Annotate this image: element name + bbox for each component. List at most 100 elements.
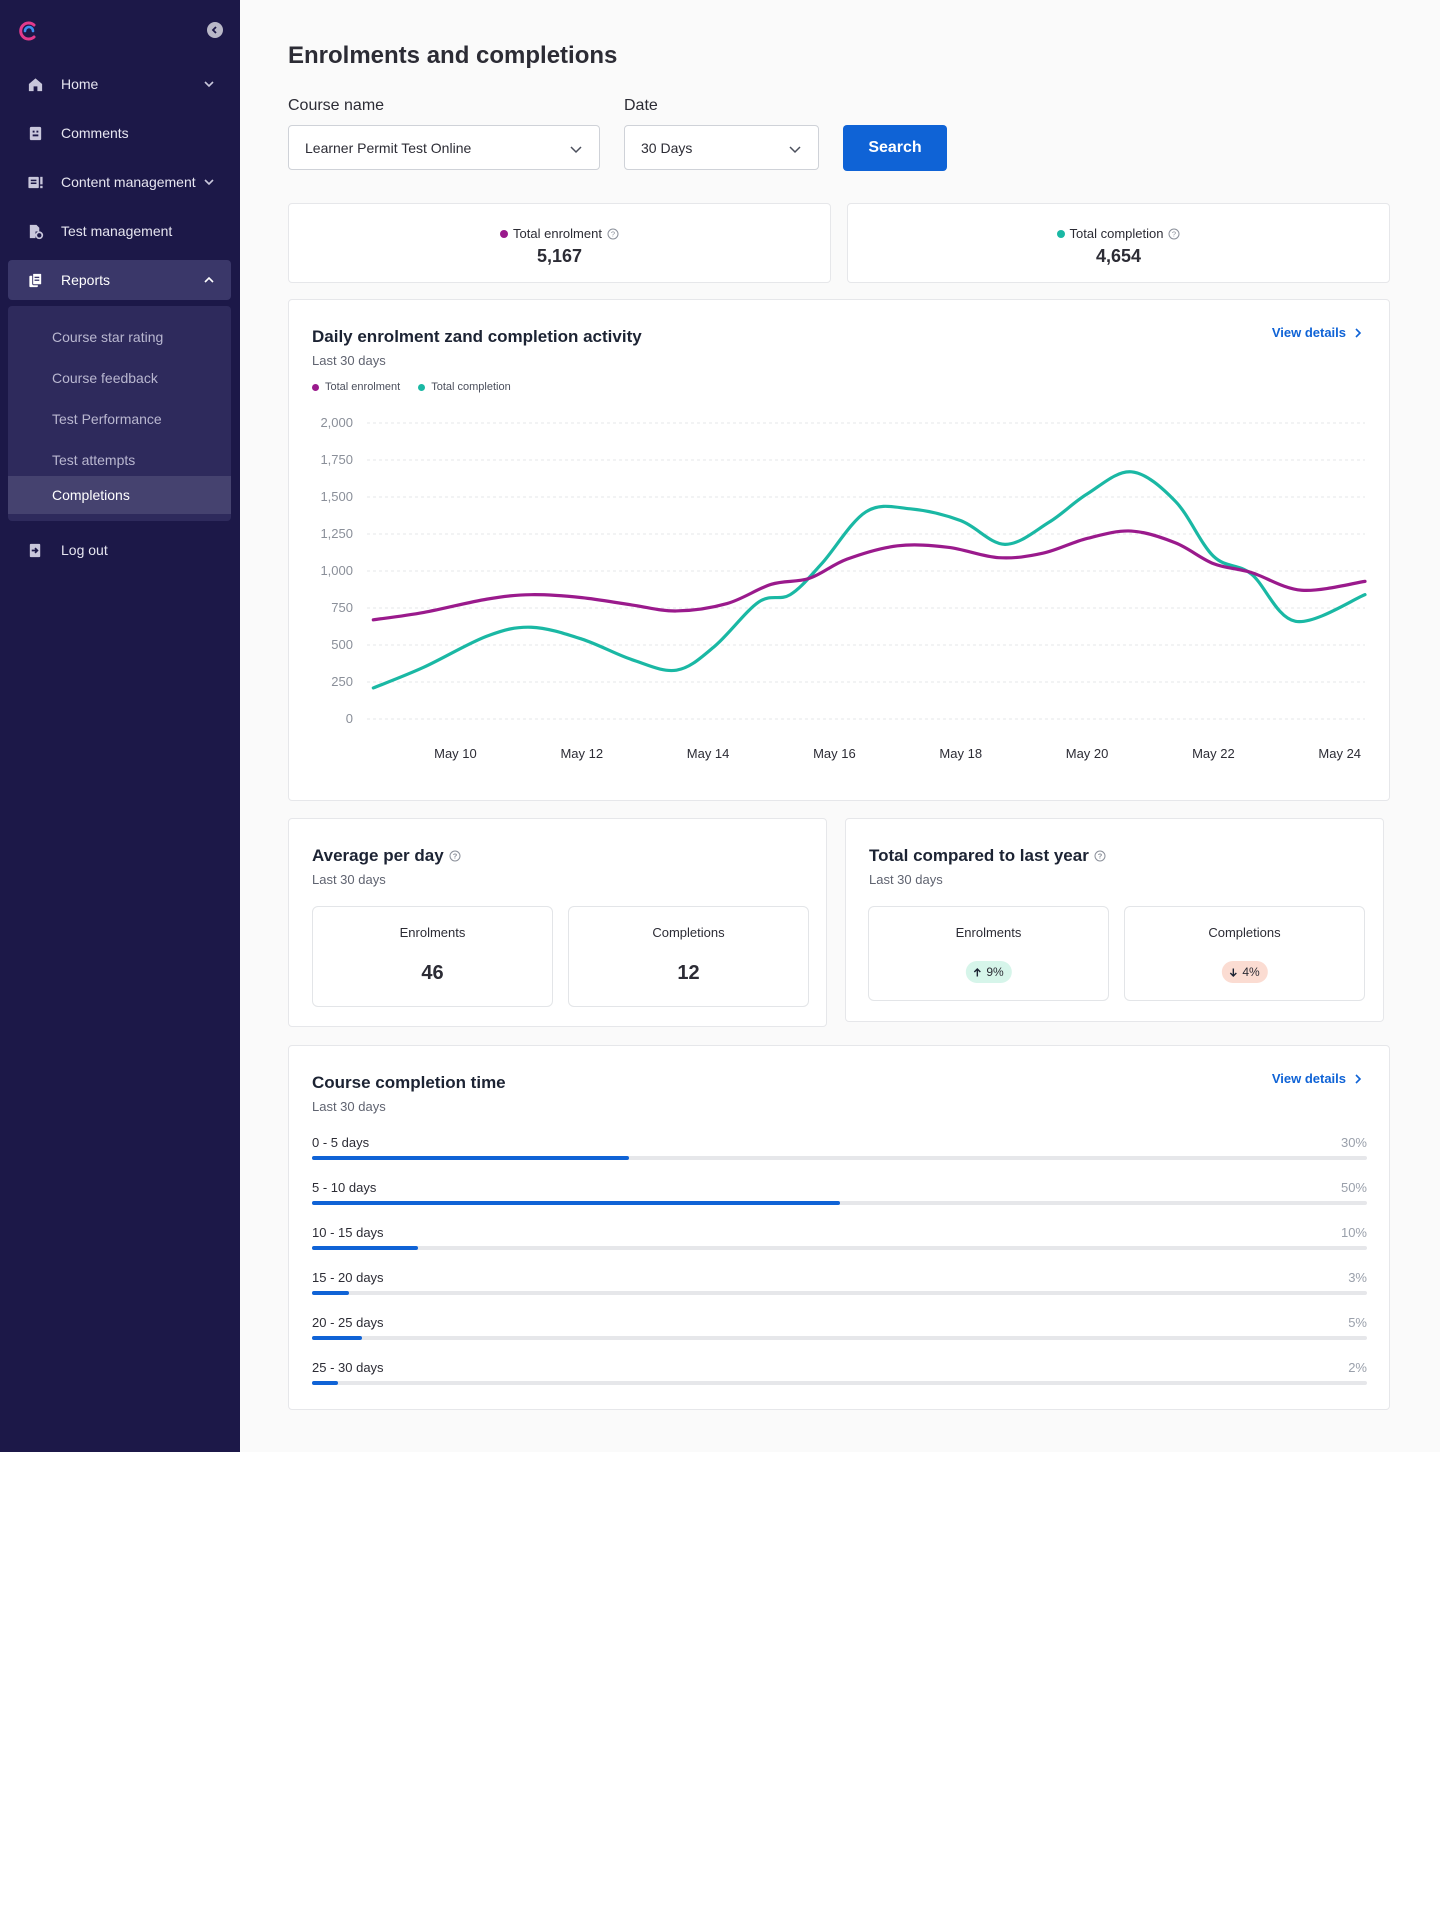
- y-tick-label: 1,500: [320, 489, 353, 504]
- x-tick-label: May 16: [813, 746, 856, 761]
- compare-completions-tile: Completions 4%: [1124, 906, 1365, 1001]
- completion-time-row: 20 - 25 days 5%: [312, 1315, 1367, 1345]
- bar-label: 10 - 15 days: [312, 1225, 384, 1240]
- sidebar-item-content-management[interactable]: Content management: [8, 162, 231, 202]
- total-completion-label: Total completion: [1069, 226, 1164, 241]
- average-title: Average per day ?: [312, 846, 461, 866]
- compare-completions-label: Completions: [1208, 925, 1281, 940]
- brand-logo-icon[interactable]: [17, 20, 39, 42]
- sidebar-item-label: Test management: [61, 223, 173, 239]
- course-name-select[interactable]: Learner Permit Test Online: [288, 125, 600, 170]
- bar-track: [312, 1246, 1367, 1250]
- chevron-right-icon: [1355, 1073, 1362, 1084]
- chevron-down-icon: [204, 81, 214, 88]
- submenu-item-test-attempts[interactable]: Test attempts: [52, 452, 136, 468]
- bar-fill: [312, 1291, 349, 1295]
- bar-track: [312, 1291, 1367, 1295]
- total-enrolment-value: 5,167: [536, 246, 583, 266]
- chart-legend: Total enrolment Total completion: [312, 381, 529, 393]
- help-icon[interactable]: ?: [607, 228, 619, 240]
- chevron-down-icon: [789, 146, 801, 154]
- activity-chart-card: Daily enrolment zand completion activity…: [288, 299, 1390, 801]
- sidebar-item-home[interactable]: Home: [8, 64, 231, 104]
- y-tick-label: 1,250: [320, 526, 353, 541]
- collapse-sidebar-button[interactable]: [207, 22, 223, 38]
- compare-enrolments-change: 9%: [986, 965, 1004, 979]
- chevron-down-icon: [570, 146, 582, 154]
- svg-text:?: ?: [452, 852, 457, 861]
- course-name-label: Course name: [288, 97, 385, 114]
- x-tick-label: May 24: [1318, 746, 1361, 761]
- compare-title-text: Total compared to last year: [869, 846, 1089, 865]
- average-completions-tile: Completions 12: [568, 906, 809, 1007]
- x-tick-label: May 20: [1066, 746, 1109, 761]
- sidebar-item-label: Reports: [61, 272, 111, 288]
- help-icon[interactable]: ?: [449, 850, 461, 862]
- bar-percent: 10%: [1340, 1225, 1367, 1240]
- sidebar-item-reports[interactable]: Reports: [8, 260, 231, 300]
- total-enrolment-card: Total enrolment ? 5,167: [288, 203, 831, 283]
- x-tick-label: May 22: [1192, 746, 1235, 761]
- date-select[interactable]: 30 Days: [624, 125, 819, 170]
- sidebar-item-label: Content management: [61, 174, 196, 190]
- sidebar-item-comments[interactable]: Comments: [8, 113, 231, 153]
- sidebar-item-label: Comments: [61, 125, 129, 141]
- app-root: Home Comments Content management Test ma…: [0, 0, 1390, 1452]
- bar-fill: [312, 1381, 339, 1385]
- average-enrolments-label: Enrolments: [399, 925, 466, 940]
- submenu-item-completions[interactable]: Completions: [8, 476, 231, 514]
- bar-fill: [312, 1336, 362, 1340]
- course-completion-time-card: Course completion time Last 30 days View…: [288, 1045, 1390, 1410]
- average-completions-value: 12: [677, 962, 700, 984]
- activity-line-chart: 2,000 1,750 1,500 1,250 1,000 750 500 250 0 May 1…: [320, 415, 1367, 761]
- compare-last-year-card: Total compared to last year ? Last 30 da…: [845, 818, 1384, 1022]
- completion-time-title: Course completion time: [312, 1073, 506, 1092]
- svg-text:?: ?: [611, 229, 615, 238]
- date-value: 30 Days: [641, 139, 693, 156]
- legend-item-enrolment[interactable]: Total enrolment: [312, 381, 400, 393]
- y-tick-label: 1,000: [320, 563, 353, 578]
- average-per-day-card: Average per day ? Last 30 days Enrolment…: [288, 818, 827, 1027]
- activity-view-details-link[interactable]: View details: [1272, 325, 1364, 340]
- y-tick-label: 1,750: [320, 452, 353, 467]
- bar-percent: 30%: [1340, 1135, 1367, 1150]
- total-completion-card: Total completion ? 4,654: [847, 203, 1390, 283]
- compare-title: Total compared to last year ?: [869, 846, 1106, 866]
- bar-track: [312, 1381, 1367, 1385]
- sidebar-item-label: Home: [61, 76, 99, 92]
- bar-fill: [312, 1201, 840, 1205]
- bar-label: 15 - 20 days: [312, 1270, 384, 1285]
- bar-track: [312, 1336, 1367, 1340]
- legend-item-completion[interactable]: Total completion: [418, 381, 511, 393]
- submenu-item-course-star-rating[interactable]: Course star rating: [52, 329, 164, 345]
- bar-percent: 50%: [1340, 1180, 1367, 1195]
- bar-label: 20 - 25 days: [312, 1315, 384, 1330]
- arrow-up-icon: [973, 967, 981, 976]
- completion-time-view-details-link[interactable]: View details: [1272, 1071, 1364, 1086]
- svg-text:?: ?: [1098, 852, 1103, 861]
- submenu-item-course-feedback[interactable]: Course feedback: [52, 370, 158, 386]
- compare-subtitle: Last 30 days: [869, 872, 943, 887]
- compare-enrolments-badge: 9%: [965, 961, 1012, 983]
- compare-completions-badge: 4%: [1221, 961, 1268, 983]
- submenu-item-test-performance[interactable]: Test Performance: [52, 411, 162, 427]
- chevron-up-icon: [204, 276, 214, 283]
- help-icon[interactable]: ?: [1094, 850, 1106, 862]
- average-enrolments-value: 46: [421, 962, 444, 984]
- svg-text:?: ?: [1172, 229, 1176, 238]
- sidebar-item-test-management[interactable]: Test management: [8, 211, 231, 251]
- bar-track: [312, 1156, 1367, 1160]
- bar-percent: 2%: [1348, 1360, 1367, 1375]
- sidebar: Home Comments Content management Test ma…: [0, 0, 240, 1452]
- activity-title: Daily enrolment zand completion activity: [312, 327, 642, 346]
- completion-time-row: 5 - 10 days 50%: [312, 1180, 1367, 1210]
- total-enrolment-label: Total enrolment: [513, 226, 602, 241]
- home-icon: [26, 75, 44, 93]
- compare-enrolments-tile: Enrolments 9%: [868, 906, 1109, 1001]
- search-button[interactable]: Search: [843, 125, 947, 171]
- arrow-down-icon: [1229, 968, 1237, 977]
- logout-button[interactable]: Log out: [8, 530, 231, 570]
- view-details-label: View details: [1271, 325, 1346, 340]
- help-icon[interactable]: ?: [1168, 228, 1180, 240]
- bar-percent: 3%: [1348, 1270, 1367, 1285]
